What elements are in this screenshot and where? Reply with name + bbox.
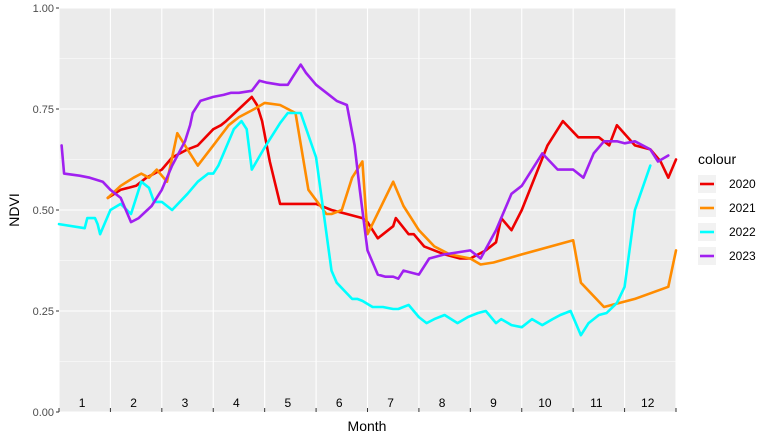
month-label: 7 bbox=[387, 396, 394, 410]
month-label: 2 bbox=[130, 396, 137, 410]
legend: colour 2020 2021 2022 2023 bbox=[698, 151, 756, 265]
x-axis bbox=[58, 408, 677, 412]
y-tick-label: 1.00 bbox=[33, 3, 54, 15]
month-label: 12 bbox=[641, 396, 655, 410]
series-line-2020 bbox=[106, 95, 678, 260]
legend-label-2020: 2020 bbox=[729, 177, 756, 191]
month-label: 10 bbox=[538, 396, 552, 410]
month-label: 8 bbox=[439, 396, 446, 410]
month-label: 1 bbox=[79, 396, 86, 410]
y-tick-label: 0.25 bbox=[33, 306, 54, 318]
legend-title: colour bbox=[698, 151, 736, 167]
month-label: 11 bbox=[590, 396, 603, 410]
y-tick-label: 0.00 bbox=[33, 407, 54, 419]
series-line-2022 bbox=[57, 111, 652, 337]
month-label: 4 bbox=[233, 396, 240, 410]
series-line-2021 bbox=[106, 101, 678, 309]
legend-label-2022: 2022 bbox=[729, 225, 756, 239]
series-lines bbox=[57, 63, 678, 337]
y-tick-label: 0.50 bbox=[33, 205, 54, 217]
x-axis-title: Month bbox=[348, 418, 387, 434]
y-tick-label: 0.75 bbox=[33, 104, 54, 116]
month-label: 3 bbox=[182, 396, 189, 410]
series-line-2023 bbox=[60, 63, 670, 280]
y-axis-title: NDVI bbox=[6, 193, 22, 226]
month-label: 6 bbox=[336, 396, 343, 410]
legend-label-2021: 2021 bbox=[729, 201, 756, 215]
legend-label-2023: 2023 bbox=[729, 249, 756, 263]
month-label: 9 bbox=[490, 396, 497, 410]
month-labels: 1 2 3 4 5 6 7 8 9 10 11 12 bbox=[79, 396, 655, 410]
month-label: 5 bbox=[284, 396, 291, 410]
y-axis: 0.00 0.25 0.50 0.75 1.00 bbox=[33, 3, 59, 419]
